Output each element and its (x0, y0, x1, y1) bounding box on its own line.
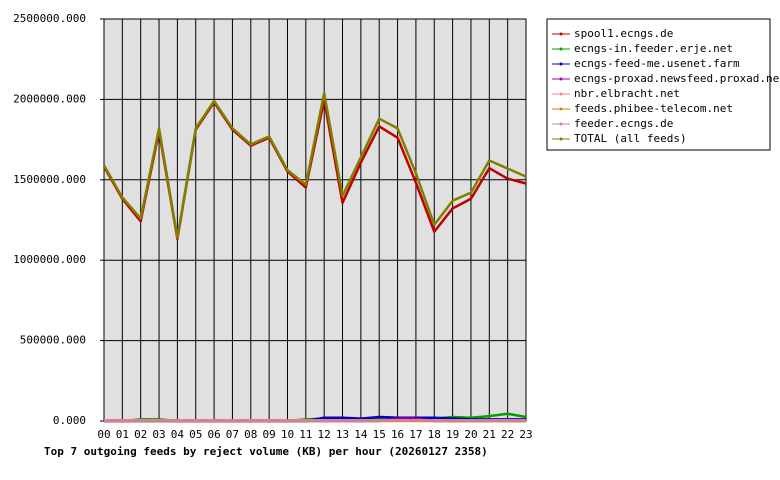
legend (546, 18, 771, 151)
chart-title: Top 7 outgoing feeds by reject volume (K… (44, 445, 488, 458)
x-tick-label: 21 (483, 428, 496, 441)
legend-label: feeder.ecngs.de (574, 117, 673, 130)
legend-label: nbr.elbracht.net (574, 87, 680, 100)
x-tick-label: 09 (263, 428, 276, 441)
legend-marker (559, 107, 563, 111)
x-tick-label: 13 (336, 428, 349, 441)
x-tick-label: 08 (244, 428, 257, 441)
legend-label: spool1.ecngs.de (574, 27, 673, 40)
x-tick-label: 15 (373, 428, 386, 441)
x-tick-label: 00 (97, 428, 110, 441)
y-tick-label: 1000000.000 (13, 253, 86, 266)
x-tick-label: 02 (134, 428, 147, 441)
legend-marker (559, 62, 563, 66)
legend-marker (559, 32, 563, 36)
x-tick-label: 20 (464, 428, 477, 441)
legend-marker (559, 137, 563, 141)
x-tick-label: 22 (501, 428, 514, 441)
x-tick-label: 23 (519, 428, 532, 441)
x-tick-label: 18 (428, 428, 441, 441)
y-tick-label: 0.000 (53, 414, 86, 427)
x-tick-label: 11 (299, 428, 312, 441)
legend-marker (559, 92, 563, 96)
legend-label: ecngs-proxad.newsfeed.proxad.net (574, 72, 780, 85)
series-line (102, 91, 527, 239)
x-tick-label: 19 (446, 428, 459, 441)
plot-area (104, 19, 526, 421)
legend-marker (559, 47, 563, 51)
legend-label: ecngs-in.feeder.erje.net (574, 42, 733, 55)
x-tick-label: 10 (281, 428, 294, 441)
legend-label: ecngs-feed-me.usenet.farm (574, 57, 740, 70)
x-tick-label: 04 (171, 428, 185, 441)
legend-marker (559, 122, 563, 126)
x-tick-label: 01 (116, 428, 129, 441)
x-tick-label: 16 (391, 428, 404, 441)
x-tick-label: 14 (354, 428, 368, 441)
legend-label: feeds.phibee-telecom.net (574, 102, 733, 115)
legend-label: TOTAL (all feeds) (574, 132, 687, 145)
y-tick-label: 500000.000 (20, 334, 86, 347)
x-tick-label: 03 (152, 428, 165, 441)
legend-marker (559, 77, 563, 81)
y-tick-label: 1500000.000 (13, 173, 86, 186)
x-tick-label: 12 (318, 428, 331, 441)
x-tick-label: 05 (189, 428, 202, 441)
x-tick-label: 17 (409, 428, 422, 441)
x-tick-label: 06 (207, 428, 220, 441)
y-tick-label: 2000000.000 (13, 92, 86, 105)
y-tick-label: 2500000.000 (13, 12, 86, 25)
x-tick-label: 07 (226, 428, 239, 441)
